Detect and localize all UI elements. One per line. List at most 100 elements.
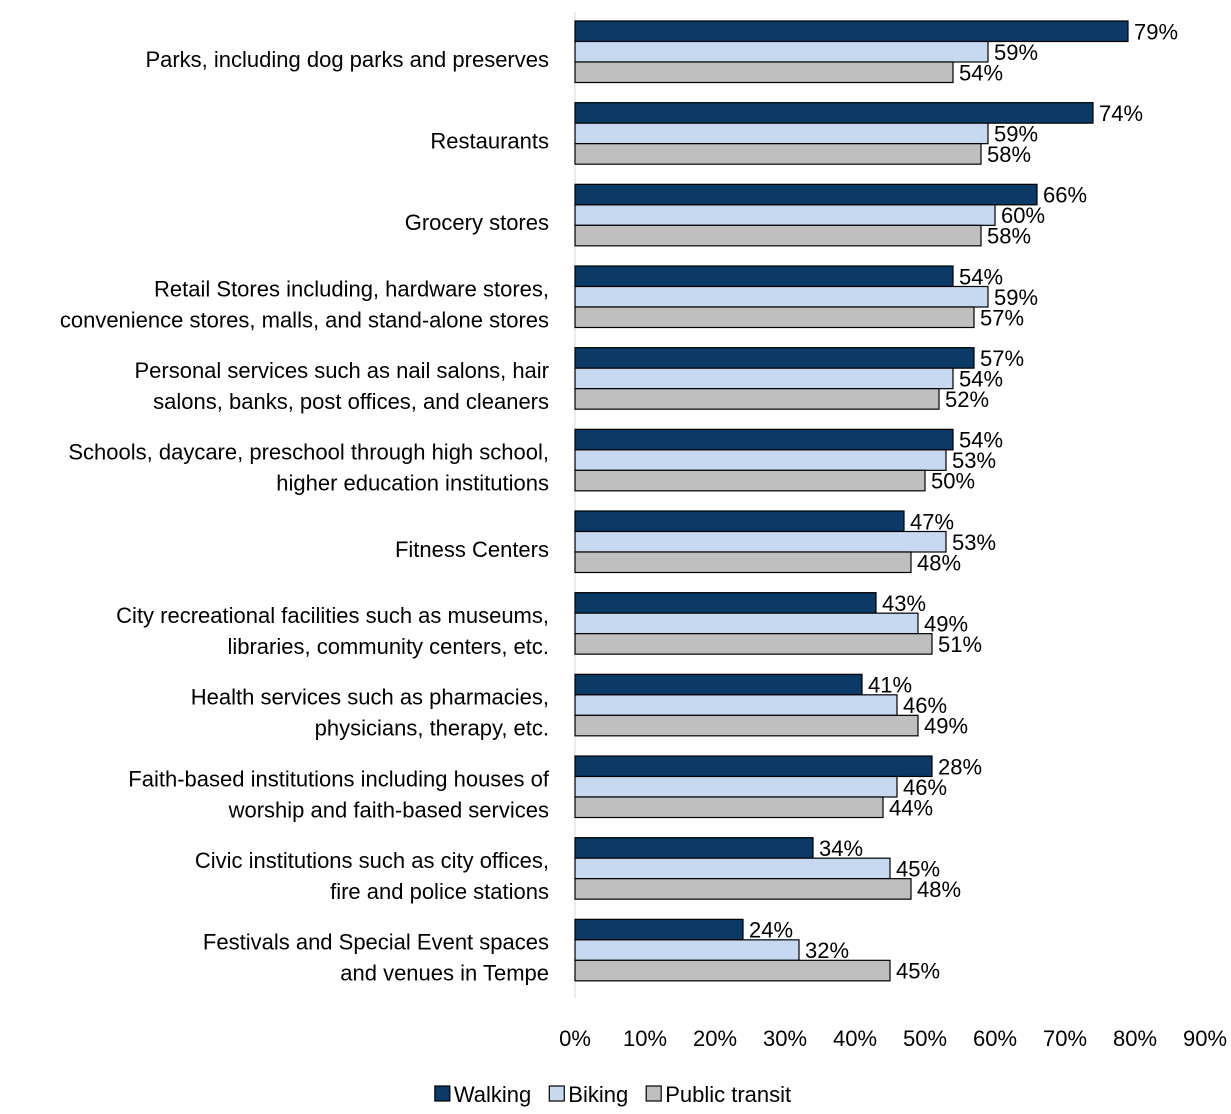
category-label: salons, banks, post offices, and cleaner… — [153, 389, 549, 414]
data-label: 58% — [987, 142, 1031, 167]
bar-biking — [574, 449, 947, 471]
bar-walking — [574, 428, 954, 451]
bar-biking — [574, 40, 989, 63]
data-label: 52% — [945, 387, 989, 412]
bar-biking — [574, 775, 898, 798]
data-label: 46% — [903, 693, 947, 718]
x-tick-label: 50% — [903, 1026, 947, 1051]
data-label: 54% — [959, 428, 1003, 453]
bar-walking — [574, 347, 975, 369]
legend-swatch-biking — [548, 1085, 565, 1102]
bar-walking — [574, 837, 814, 859]
category-label: Fitness Centers — [395, 537, 549, 562]
bar-public-transit — [574, 388, 940, 410]
bar-walking — [574, 755, 933, 778]
bar-biking — [574, 612, 919, 635]
bar-public-transit — [574, 61, 954, 84]
legend-label: Walking — [454, 1082, 531, 1107]
category-label: Schools, daycare, preschool through high… — [68, 440, 549, 465]
bar-public-transit — [574, 306, 975, 329]
x-axis-tick-labels: 0% 10% 20% 30% 40% 50% 60% 70% 80% 90% — [559, 1026, 1227, 1051]
data-label: 54% — [959, 264, 1003, 289]
data-label: 50% — [931, 469, 975, 494]
legend-label: Biking — [568, 1082, 628, 1107]
bar-biking — [574, 857, 891, 880]
category-label: libraries, community centers, etc. — [227, 634, 549, 659]
x-tick-label: 70% — [1043, 1026, 1087, 1051]
data-label: 32% — [805, 938, 849, 963]
bar-public-transit — [574, 714, 919, 737]
category-label: Grocery stores — [405, 210, 549, 235]
bar-walking — [574, 265, 954, 288]
x-tick-label: 40% — [833, 1026, 877, 1051]
data-label: 60% — [1001, 203, 1045, 228]
bar-public-transit — [574, 959, 891, 982]
data-label: 54% — [959, 60, 1003, 85]
data-label: 43% — [882, 591, 926, 616]
x-tick-label: 90% — [1183, 1026, 1227, 1051]
bar-walking — [574, 592, 877, 614]
bar-biking — [574, 122, 989, 145]
bar-biking — [574, 939, 800, 961]
data-label: 24% — [749, 918, 793, 943]
x-tick-label: 0% — [559, 1026, 591, 1051]
data-label: 57% — [980, 346, 1024, 371]
data-label: 57% — [980, 305, 1024, 330]
category-label: Faith-based institutions including house… — [128, 766, 550, 791]
category-label: Personal services such as nail salons, h… — [134, 358, 549, 383]
data-label: 46% — [903, 775, 947, 800]
bar-walking — [574, 20, 1129, 43]
x-tick-label: 30% — [763, 1026, 807, 1051]
bar-walking — [574, 102, 1094, 124]
data-label: 28% — [938, 754, 982, 779]
x-tick-label: 80% — [1113, 1026, 1157, 1051]
category-label: and venues in Tempe — [340, 961, 549, 986]
data-label: 59% — [994, 40, 1038, 65]
data-label: 53% — [952, 530, 996, 555]
data-label: 45% — [896, 856, 940, 881]
data-label: 58% — [987, 224, 1031, 249]
legend: Walking Biking Public transit — [434, 1082, 791, 1107]
data-label: 48% — [917, 877, 961, 902]
bar-walking — [574, 183, 1038, 206]
bar-public-transit — [574, 224, 982, 247]
bar-public-transit — [574, 796, 884, 819]
data-label: 45% — [896, 959, 940, 984]
bar-public-transit — [574, 878, 912, 900]
data-label: 54% — [959, 366, 1003, 391]
data-label: 51% — [938, 632, 982, 657]
category-labels: Parks, including dog parks and preserves… — [60, 47, 550, 986]
data-label: 53% — [952, 448, 996, 473]
category-label: Restaurants — [430, 129, 549, 154]
x-tick-label: 20% — [693, 1026, 737, 1051]
bar-public-transit — [574, 633, 933, 655]
legend-swatch-public-transit — [645, 1085, 662, 1102]
bar-public-transit — [574, 143, 982, 165]
bar-public-transit — [574, 551, 912, 574]
category-label: worship and faith-based services — [228, 797, 549, 822]
category-label: fire and police stations — [330, 879, 549, 904]
category-label: higher education institutions — [276, 471, 549, 496]
legend-swatch-walking — [434, 1085, 451, 1102]
bar-biking — [574, 367, 954, 390]
data-label: 41% — [868, 673, 912, 698]
legend-label: Public transit — [665, 1082, 791, 1107]
category-label: Retail Stores including, hardware stores… — [154, 276, 549, 301]
data-label: 48% — [917, 550, 961, 575]
bar-biking — [574, 694, 898, 716]
data-label: 79% — [1134, 19, 1178, 44]
bar-walking — [574, 673, 863, 696]
category-label: convenience stores, malls, and stand-alo… — [60, 307, 549, 332]
category-label: Civic institutions such as city offices, — [195, 848, 549, 873]
bar-biking — [574, 530, 947, 553]
x-tick-label: 60% — [973, 1026, 1017, 1051]
data-label: 49% — [924, 714, 968, 739]
x-tick-label: 10% — [623, 1026, 667, 1051]
data-label: 66% — [1043, 183, 1087, 208]
bar-public-transit — [574, 469, 926, 492]
bar-walking — [574, 918, 744, 941]
bar-biking — [574, 285, 989, 308]
data-label: 44% — [889, 795, 933, 820]
data-label: 34% — [819, 836, 863, 861]
